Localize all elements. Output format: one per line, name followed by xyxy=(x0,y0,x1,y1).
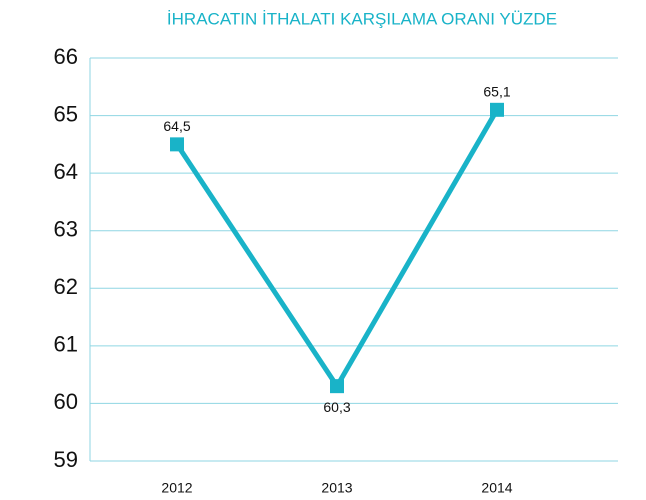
chart-title: İHRACATIN İTHALATI KARŞILAMA ORANI YÜZDE xyxy=(167,9,557,28)
x-tick-label: 2013 xyxy=(321,480,352,496)
y-tick-label: 64 xyxy=(54,159,78,184)
y-tick-label: 60 xyxy=(54,389,78,414)
y-tick-label: 63 xyxy=(54,217,78,242)
y-tick-label: 66 xyxy=(54,44,78,69)
y-tick-label: 59 xyxy=(54,447,78,472)
y-tick-label: 62 xyxy=(54,274,78,299)
data-point xyxy=(330,379,344,394)
data-label: 64,5 xyxy=(163,118,190,134)
data-point xyxy=(170,137,184,152)
y-tick-label: 65 xyxy=(54,101,78,126)
data-line xyxy=(174,108,500,391)
data-label: 65,1 xyxy=(483,84,510,100)
x-tick-label: 2014 xyxy=(481,480,512,496)
x-tick-label: 2012 xyxy=(161,480,192,496)
y-tick-label: 61 xyxy=(54,332,78,357)
data-point xyxy=(490,102,504,117)
data-label: 60,3 xyxy=(323,399,350,415)
